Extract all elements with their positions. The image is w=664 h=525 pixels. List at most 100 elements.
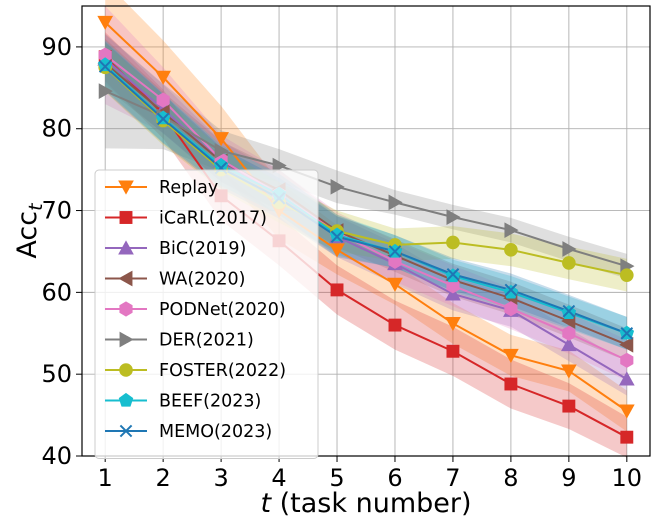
band-replay <box>105 0 627 432</box>
point-bic-2019 <box>561 337 577 352</box>
point-der-2021 <box>388 194 403 211</box>
x-tick-label: 9 <box>561 464 576 492</box>
series-lines <box>104 21 628 439</box>
x-axis-title-variable: t <box>260 488 272 519</box>
point-memo-2023 <box>504 283 518 297</box>
y-axis-title: Acct <box>12 202 47 259</box>
x-tick-label: 10 <box>612 464 643 492</box>
point-der-2021 <box>446 209 461 225</box>
point-foster-2022 <box>504 243 518 257</box>
x-tick-label: 4 <box>271 464 286 492</box>
point-wa-2020 <box>619 336 634 353</box>
point-replay <box>213 132 229 147</box>
legend-label-podnet-2020: PODNet(2020) <box>159 300 286 320</box>
plot-frame <box>81 5 651 457</box>
point-icarl-2017 <box>446 344 460 358</box>
point-bic-2019 <box>445 286 461 301</box>
y-tick-label: 70 <box>41 197 72 225</box>
x-axis-title: t (task number) <box>260 488 471 519</box>
point-der-2021 <box>98 83 113 99</box>
legend-marker-foster-2022 <box>119 363 133 377</box>
legend-label-foster-2022: FOSTER(2022) <box>159 361 286 381</box>
point-icarl-2017 <box>388 318 402 332</box>
point-icarl-2017 <box>504 377 518 391</box>
point-podnet-2020 <box>504 301 518 317</box>
point-replay <box>618 404 635 419</box>
x-tick-label: 1 <box>98 464 113 492</box>
point-foster-2022 <box>620 268 634 282</box>
point-icarl-2017 <box>620 430 634 444</box>
band-icarl-2017 <box>105 32 627 458</box>
legend-label-replay: Replay <box>159 178 218 198</box>
point-podnet-2020 <box>388 253 402 269</box>
legend-marker-podnet-2020 <box>119 301 133 317</box>
x-tick-label: 2 <box>156 464 171 492</box>
legend-marker-wa-2020 <box>118 270 133 287</box>
point-bic-2019 <box>618 371 635 386</box>
band-der-2021 <box>105 33 627 279</box>
line-podnet-2020 <box>104 54 628 362</box>
line-foster-2022 <box>104 66 628 277</box>
point-replay <box>97 15 114 31</box>
point-replay <box>155 70 171 85</box>
legend-label-bic-2019: BiC(2019) <box>159 239 246 259</box>
point-der-2021 <box>562 241 577 257</box>
legend-label-der-2021: DER(2021) <box>159 331 254 351</box>
point-der-2021 <box>214 142 229 159</box>
x-tick-label: 6 <box>387 464 402 492</box>
y-tick-label: 60 <box>41 278 72 306</box>
axis-ticks: 1 2 3 4 5 6 7 8 9 10 40 50 60 70 80 90 <box>41 33 642 492</box>
point-memo-2023 <box>446 268 460 281</box>
legend-marker-beef-2023 <box>118 392 134 407</box>
legend-label-wa-2020: WA(2020) <box>159 270 246 290</box>
point-icarl-2017 <box>330 283 344 297</box>
line-memo-2023 <box>104 65 628 335</box>
point-podnet-2020 <box>620 352 634 368</box>
point-der-2021 <box>504 222 519 239</box>
point-replay <box>503 348 519 364</box>
line-bic-2019 <box>104 58 628 380</box>
point-replay <box>387 277 403 292</box>
line-icarl-2017 <box>104 56 628 439</box>
x-tick-label: 3 <box>213 464 228 492</box>
x-tick-label: 7 <box>445 464 460 492</box>
point-icarl-2017 <box>562 399 576 413</box>
band-foster-2022 <box>105 42 627 292</box>
point-memo-2023 <box>620 326 634 340</box>
band-beef-2023 <box>105 40 627 350</box>
line-der-2021 <box>104 90 628 268</box>
legend-label-memo-2023: MEMO(2023) <box>159 422 272 442</box>
legend-marker-der-2021 <box>119 331 134 348</box>
point-memo-2023 <box>98 60 112 73</box>
y-tick-label: 40 <box>41 442 72 470</box>
legend-marker-memo-2023 <box>119 424 133 438</box>
point-foster-2022 <box>562 256 576 270</box>
legend-label-beef-2023: BEEF(2023) <box>159 392 261 412</box>
y-axis-title-text: Acc <box>12 211 43 259</box>
series-markers <box>97 15 635 444</box>
legend-marker-icarl-2017 <box>119 211 133 224</box>
line-replay <box>104 21 628 412</box>
legend-marker-bic-2019 <box>118 240 134 255</box>
x-tick-label: 5 <box>329 464 344 492</box>
point-beef-2023 <box>503 284 519 299</box>
band-memo-2023 <box>105 42 627 350</box>
point-podnet-2020 <box>156 92 170 108</box>
point-memo-2023 <box>562 304 576 318</box>
legend: Replay iCaRL(2017) BiC(2019) WA(2020) PODNet… <box>94 169 319 459</box>
legend-box <box>94 169 319 459</box>
point-der-2021 <box>272 157 287 174</box>
point-replay <box>445 317 461 332</box>
x-axis-title-text: (task number) <box>271 488 471 519</box>
point-replay <box>329 243 345 258</box>
point-foster-2022 <box>446 235 460 250</box>
point-replay <box>561 364 577 379</box>
y-tick-label: 80 <box>41 115 72 143</box>
y-tick-label: 90 <box>41 33 72 61</box>
y-tick-label: 50 <box>41 360 72 388</box>
x-tick-label: 8 <box>503 464 518 492</box>
band-wa-2020 <box>105 38 627 362</box>
point-memo-2023 <box>330 230 344 244</box>
legend-marker-replay <box>118 180 134 195</box>
